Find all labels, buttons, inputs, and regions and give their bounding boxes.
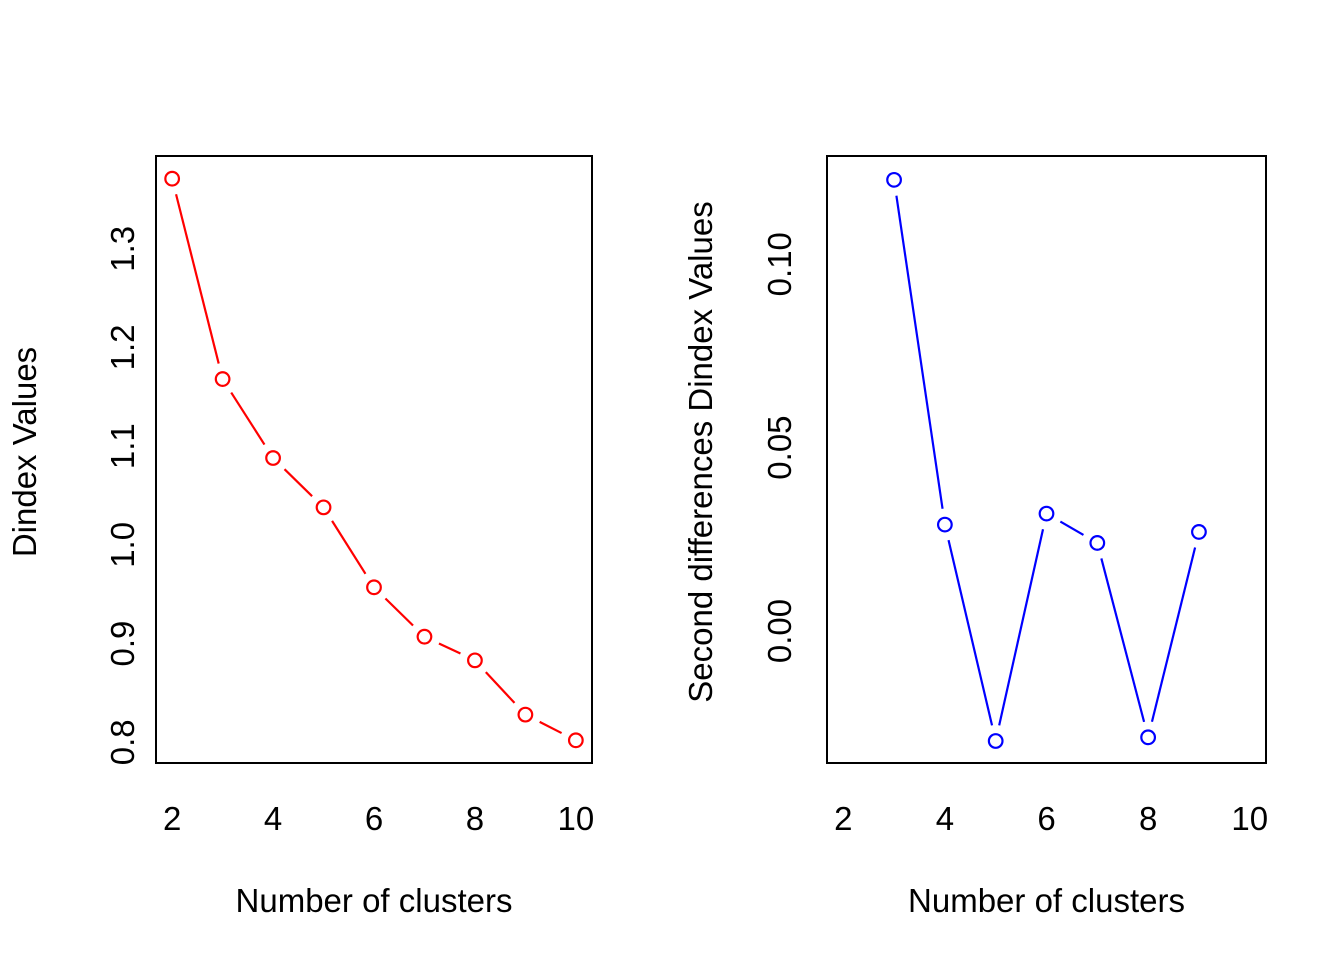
data-point-marker (467, 652, 483, 669)
x-tick-label: 2 (834, 800, 852, 837)
data-point-marker (987, 733, 1004, 749)
data-point-marker (164, 170, 181, 187)
series-line-segment (331, 520, 367, 575)
y-tick-label: 0.9 (104, 621, 141, 667)
data-point-marker (567, 732, 584, 749)
data-point-marker (265, 450, 281, 466)
dindex-panel: 2 4 6 8 10 0.8 0.9 1.0 1.1 1.2 1.3 Number of cluste… (6, 155, 594, 919)
series-line-segment (283, 468, 313, 497)
data-point-marker (517, 706, 534, 723)
data-point-marker (315, 499, 332, 516)
y-tick-label: 0.05 (761, 415, 798, 479)
data-point-marker (416, 628, 433, 645)
x-tick-label: 2 (163, 800, 181, 837)
second-differences-panel: 2 4 6 8 10 0.00 0.05 0.10 Number of clusters Seco… (682, 155, 1268, 919)
data-point-marker (1038, 505, 1055, 522)
x-tick-label: 4 (936, 800, 954, 837)
x-tick-label: 8 (1139, 800, 1157, 837)
series-line-segment (230, 391, 266, 446)
data-point-marker (1140, 729, 1157, 746)
x-tick-label: 4 (264, 800, 282, 837)
series-line-segment (895, 195, 944, 509)
x-axis-title: Number of clusters (908, 882, 1185, 919)
y-tick-label: 1.2 (104, 325, 141, 371)
series-line-segment (1100, 558, 1146, 723)
series-line-segment (1150, 547, 1197, 723)
series-line-segment (485, 671, 516, 704)
series-line-segment (947, 539, 994, 726)
y-tick-label: 1.1 (104, 423, 141, 469)
x-tick-label: 6 (365, 800, 383, 837)
series-line-segment (438, 642, 461, 655)
plot-box (155, 155, 593, 764)
data-point-marker (886, 171, 902, 188)
series-line-segment (384, 597, 414, 627)
x-tick-label: 8 (466, 800, 484, 837)
y-tick-label: 0.8 (104, 719, 141, 765)
x-tick-label: 10 (557, 800, 594, 837)
y-tick-label: 1.3 (104, 226, 141, 272)
x-tick-label: 6 (1037, 800, 1055, 837)
data-point-marker (366, 579, 382, 596)
x-tick-label: 10 (1231, 800, 1268, 837)
x-axis-title: Number of clusters (236, 882, 513, 919)
data-point-marker (214, 371, 231, 387)
data-point-marker (1191, 524, 1207, 540)
data-point-marker (936, 516, 953, 533)
series-line-segment (539, 720, 563, 735)
plot-box (826, 155, 1267, 764)
series-line-segment (174, 193, 220, 364)
y-axis-title: Second differences Dindex Values (682, 201, 719, 702)
series-line-segment (1059, 520, 1085, 536)
data-point-marker (1089, 535, 1106, 551)
series-line-segment (998, 528, 1045, 726)
y-tick-label: 1.0 (104, 522, 141, 568)
y-tick-label: 0.00 (761, 599, 798, 663)
y-axis-title: Dindex Values (6, 347, 43, 557)
y-tick-label: 0.10 (761, 232, 798, 296)
